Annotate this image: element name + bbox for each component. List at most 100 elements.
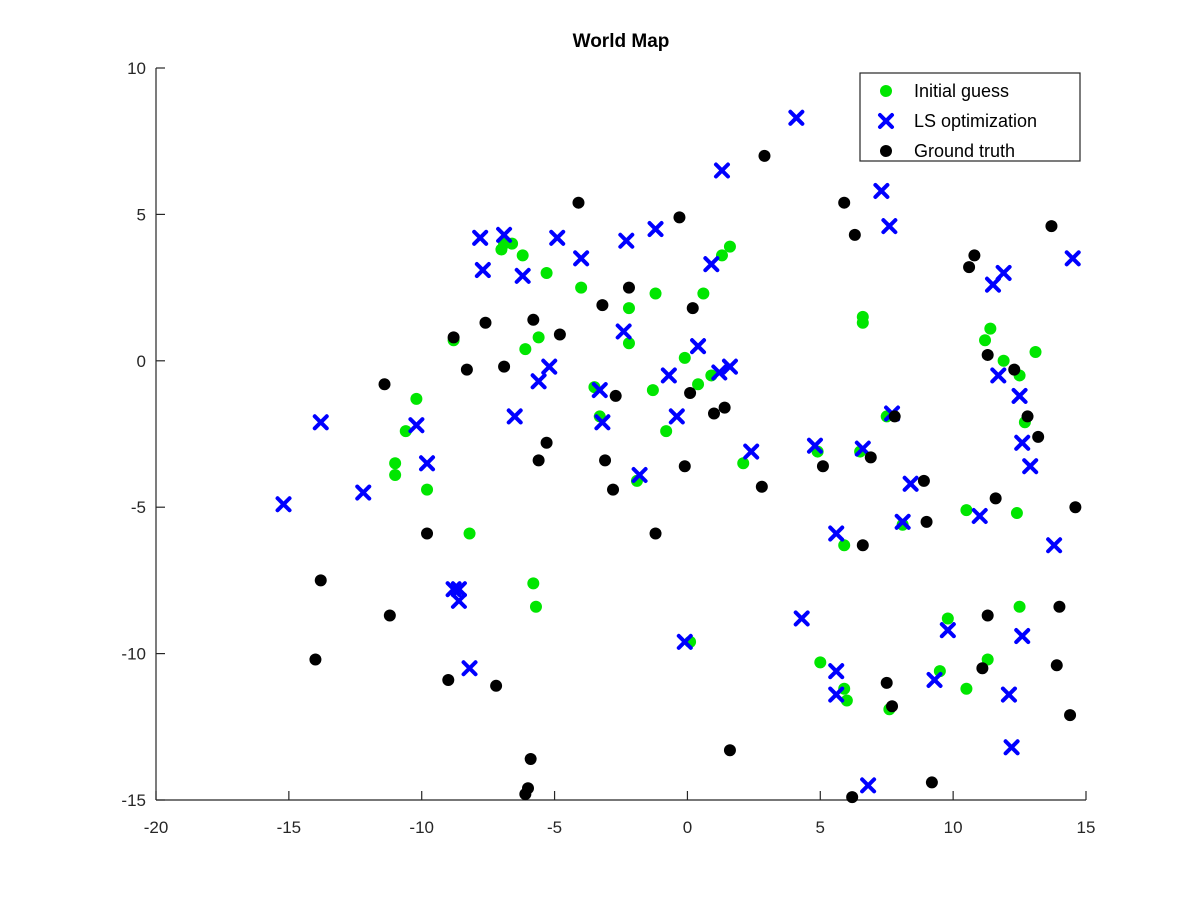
point-ground-truth: [1021, 410, 1034, 423]
point-ls-optimization: [676, 633, 693, 650]
point-initial-guess: [646, 384, 659, 397]
point-ls-optimization: [472, 229, 489, 246]
point-ls-optimization: [594, 414, 611, 431]
point-ls-optimization: [703, 256, 720, 273]
point-ground-truth: [596, 299, 609, 312]
point-initial-guess: [527, 577, 540, 590]
point-ground-truth: [609, 389, 622, 402]
point-ground-truth: [378, 378, 391, 391]
point-ls-optimization: [793, 610, 810, 627]
point-ground-truth: [607, 483, 620, 496]
chart-title: World Map: [573, 31, 670, 52]
y-tick-label: -15: [121, 791, 146, 810]
point-ground-truth: [622, 281, 635, 294]
point-initial-guess: [678, 351, 691, 364]
point-ground-truth: [572, 196, 585, 209]
point-ground-truth: [989, 492, 1002, 505]
point-ground-truth: [1053, 600, 1066, 613]
point-ls-optimization: [530, 373, 547, 390]
point-ground-truth: [838, 196, 851, 209]
point-ground-truth: [649, 527, 662, 540]
point-ls-optimization: [514, 267, 531, 284]
legend-label-ls-optimization: LS optimization: [914, 111, 1037, 131]
point-ground-truth: [1045, 220, 1058, 233]
point-ground-truth: [686, 302, 699, 315]
point-initial-guess: [622, 337, 635, 350]
point-ls-optimization: [990, 367, 1007, 384]
point-ground-truth: [981, 609, 994, 622]
point-ground-truth: [447, 331, 460, 344]
point-ground-truth: [880, 676, 893, 689]
point-ground-truth: [490, 679, 503, 692]
point-ground-truth: [540, 436, 553, 449]
point-ground-truth: [888, 410, 901, 423]
point-ls-optimization: [615, 323, 632, 340]
point-ground-truth: [758, 149, 771, 162]
point-ls-optimization: [860, 777, 877, 794]
point-ls-optimization: [355, 484, 372, 501]
point-initial-guess: [697, 287, 710, 300]
point-initial-guess: [516, 249, 529, 262]
point-ground-truth: [553, 328, 566, 341]
point-ls-optimization: [1064, 250, 1081, 267]
point-ground-truth: [314, 574, 327, 587]
point-initial-guess: [838, 539, 851, 552]
point-ls-optimization: [1003, 739, 1020, 756]
point-ls-optimization: [873, 182, 890, 199]
point-ls-optimization: [312, 414, 329, 431]
point-ls-optimization: [721, 358, 738, 375]
x-tick-label: 5: [816, 818, 825, 837]
point-ls-optimization: [474, 262, 491, 279]
point-ls-optimization: [828, 686, 845, 703]
point-ground-truth: [816, 460, 829, 473]
point-ground-truth: [498, 360, 511, 373]
point-initial-guess: [410, 392, 423, 405]
point-ls-optimization: [668, 408, 685, 425]
point-ground-truth: [848, 228, 861, 241]
point-ground-truth: [522, 782, 534, 795]
y-tick-label: 0: [137, 352, 146, 371]
point-ground-truth: [421, 527, 434, 540]
point-ls-optimization: [408, 417, 425, 434]
point-ls-optimization: [713, 162, 730, 179]
point-ls-optimization: [971, 507, 988, 524]
point-ls-optimization: [1011, 387, 1028, 404]
point-ls-optimization: [591, 382, 608, 399]
point-initial-guess: [981, 653, 994, 666]
point-initial-guess: [997, 354, 1010, 367]
point-initial-guess: [1010, 507, 1023, 520]
point-ground-truth: [755, 480, 768, 493]
point-initial-guess: [660, 425, 673, 438]
point-initial-guess: [532, 331, 545, 344]
point-ls-optimization: [828, 663, 845, 680]
point-ground-truth: [925, 776, 938, 789]
point-ls-optimization: [1046, 537, 1063, 554]
point-ls-optimization: [275, 496, 292, 513]
point-ls-optimization: [690, 338, 707, 355]
point-initial-guess: [529, 600, 542, 613]
point-ground-truth: [1069, 501, 1082, 514]
point-ls-optimization: [1014, 628, 1031, 645]
point-ground-truth: [524, 753, 537, 766]
point-initial-guess: [649, 287, 662, 300]
point-initial-guess: [463, 527, 476, 540]
point-ground-truth: [442, 673, 455, 686]
point-initial-guess: [960, 682, 973, 695]
point-ls-optimization: [939, 622, 956, 639]
x-tick-label: 0: [683, 818, 692, 837]
point-ls-optimization: [660, 367, 677, 384]
point-initial-guess: [896, 518, 909, 531]
x-tick-label: -20: [144, 818, 169, 837]
x-tick-label: -15: [277, 818, 302, 837]
point-ground-truth: [976, 662, 989, 675]
point-ls-optimization: [894, 513, 911, 530]
point-initial-guess: [389, 468, 402, 481]
point-ground-truth: [1032, 430, 1045, 443]
series-initial-guess: [389, 237, 1042, 716]
point-ground-truth: [479, 316, 492, 329]
point-initial-guess: [575, 281, 588, 294]
point-ls-optimization: [854, 440, 871, 457]
point-ls-optimization: [881, 218, 898, 235]
point-ls-optimization: [506, 408, 523, 425]
point-ground-truth: [708, 407, 720, 420]
